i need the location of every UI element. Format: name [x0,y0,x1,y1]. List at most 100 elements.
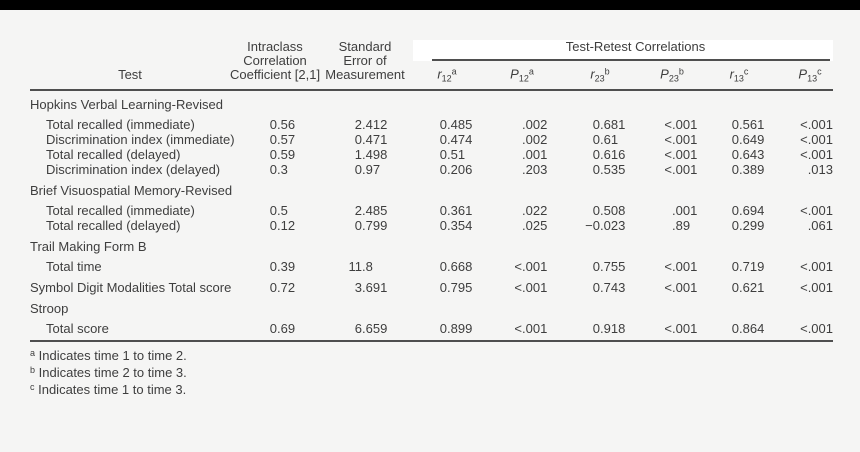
value-fraction-part: .508 [600,203,626,218]
value-fraction-part: .691 [362,280,388,295]
value-integer-part: 0 [269,321,277,336]
value-integer-part: 0 [731,132,739,147]
table-row: Symbol Digit Modalities Total score 0 .72 3… [30,280,833,295]
value-fraction-part: .8 [362,259,373,274]
value-integer-part: 0 [269,218,277,233]
value-fraction-part: .643 [739,147,765,162]
value-cell: .001 [480,147,550,162]
value-fraction-part: .72 [277,280,296,295]
row-label: Total recalled (immediate) [46,117,195,132]
value-integer-part: 3 [354,280,362,295]
col-header-sem-line: Error of [343,53,387,68]
value-cell: < .001 [628,117,700,132]
value-fraction-part: .002 [522,132,548,147]
table-row: Total recalled (immediate) 0.56 2.412 0.485… [30,117,833,132]
value-fraction-part: .864 [739,321,765,336]
footnotes: a Indicates time 1 to time 2. b Indicates… [30,340,833,398]
value-cell: < .001 [628,280,700,295]
value-fraction-part: .001 [672,259,698,274]
value-fraction-part: .474 [447,132,473,147]
value-integer-part: 0 [731,117,739,132]
value-integer-part [480,218,522,233]
value-integer-part: < [664,321,672,336]
value-fraction-part: .025 [522,218,548,233]
table-row: Total recalled (delayed) 0.59 1.498 0.51.00… [30,147,833,162]
row-label: Hopkins Verbal Learning-Revised [30,97,223,112]
value-fraction-part: .206 [447,162,473,177]
value-cell: .013 [768,162,833,177]
value-integer-part: 0 [439,162,447,177]
value-integer-part: 0 [269,147,277,162]
value-integer-part: < [514,280,522,295]
value-cell: .001 [628,203,700,218]
value-cell: .022 [480,203,550,218]
value-fraction-part: .001 [672,117,698,132]
table-header: Test Intraclass Correlation Coefficient [2… [30,30,833,91]
value-cell: < .001 [480,321,550,336]
value-cell: < .001 [768,132,833,147]
value-integer-part: 6 [354,321,362,336]
col-header-test: Test [30,30,230,89]
stat-header-footnote-mark: b [678,66,684,77]
row-label: Symbol Digit Modalities Total score [30,280,232,295]
value-cell: 0.12 [230,218,320,233]
value-cell: < .001 [628,321,700,336]
value-fraction-part: .498 [362,147,388,162]
value-integer-part: < [514,321,522,336]
value-integer-part: 0 [592,321,600,336]
value-cell: .203 [480,162,550,177]
value-integer-part [480,162,522,177]
value-cell: 0.299 [700,218,768,233]
value-integer-part: < [514,259,522,274]
value-integer-part: 0 [592,132,600,147]
footnote-marker: b [30,365,36,375]
value-fraction-part: .535 [600,162,626,177]
spanner-highlight-band [413,40,833,61]
spanner-underline [432,59,830,61]
value-integer-part: < [664,280,672,295]
footnote-line: a Indicates time 1 to time 2. [30,348,187,363]
value-cell: .061 [768,218,833,233]
value-integer-part: 0 [354,162,362,177]
value-fraction-part: .061 [807,218,833,233]
value-fraction-part: .001 [522,259,548,274]
stat-header-base: P [798,66,808,82]
row-label: Brief Visuospatial Memory-Revised [30,183,233,198]
stat-header-base: P [510,66,519,82]
value-cell: 0.743 [550,280,628,295]
value-fraction-part: .799 [362,218,388,233]
value-integer-part [768,162,808,177]
value-integer-part: 0 [592,147,600,162]
value-integer-part: 0 [731,147,739,162]
value-cell: < .001 [768,203,833,218]
value-fraction-part: .389 [739,162,765,177]
value-cell: 0.649 [700,132,768,147]
value-integer-part [480,132,522,147]
value-cell: 0.39 [230,259,320,274]
value-integer-part: 0 [592,280,600,295]
value-cell: 0.616 [550,147,628,162]
row-label: Total score [46,321,109,336]
row-label: Total recalled (immediate) [46,203,195,218]
section-header-row: Brief Visuospatial Memory-Revised [30,183,833,198]
value-fraction-part: .001 [672,132,698,147]
value-cell: 3.691 [320,280,410,295]
value-fraction-part: .001 [522,280,548,295]
value-cell: < .001 [768,280,833,295]
table-body: Hopkins Verbal Learning-Revised Total rec… [30,97,833,336]
value-fraction-part: .39 [277,259,296,274]
value-integer-part: 0 [439,280,447,295]
value-fraction-part: .001 [807,147,833,162]
stat-header-footnote-mark: a [451,66,457,77]
value-cell: 0.57 [230,132,320,147]
value-integer-part: 0 [439,218,447,233]
stat-header-footnote-mark: c [743,66,749,77]
stat-header-base: r [590,66,595,82]
value-cell: 0.899 [410,321,480,336]
value-integer-part: < [800,259,808,274]
stat-header-r23: r23b [550,66,650,84]
col-header-icc-line: Coefficient [2,1] [230,67,321,82]
value-fraction-part: .61 [600,132,619,147]
value-cell: 0.97 [320,162,410,177]
value-fraction-part: .354 [447,218,473,233]
